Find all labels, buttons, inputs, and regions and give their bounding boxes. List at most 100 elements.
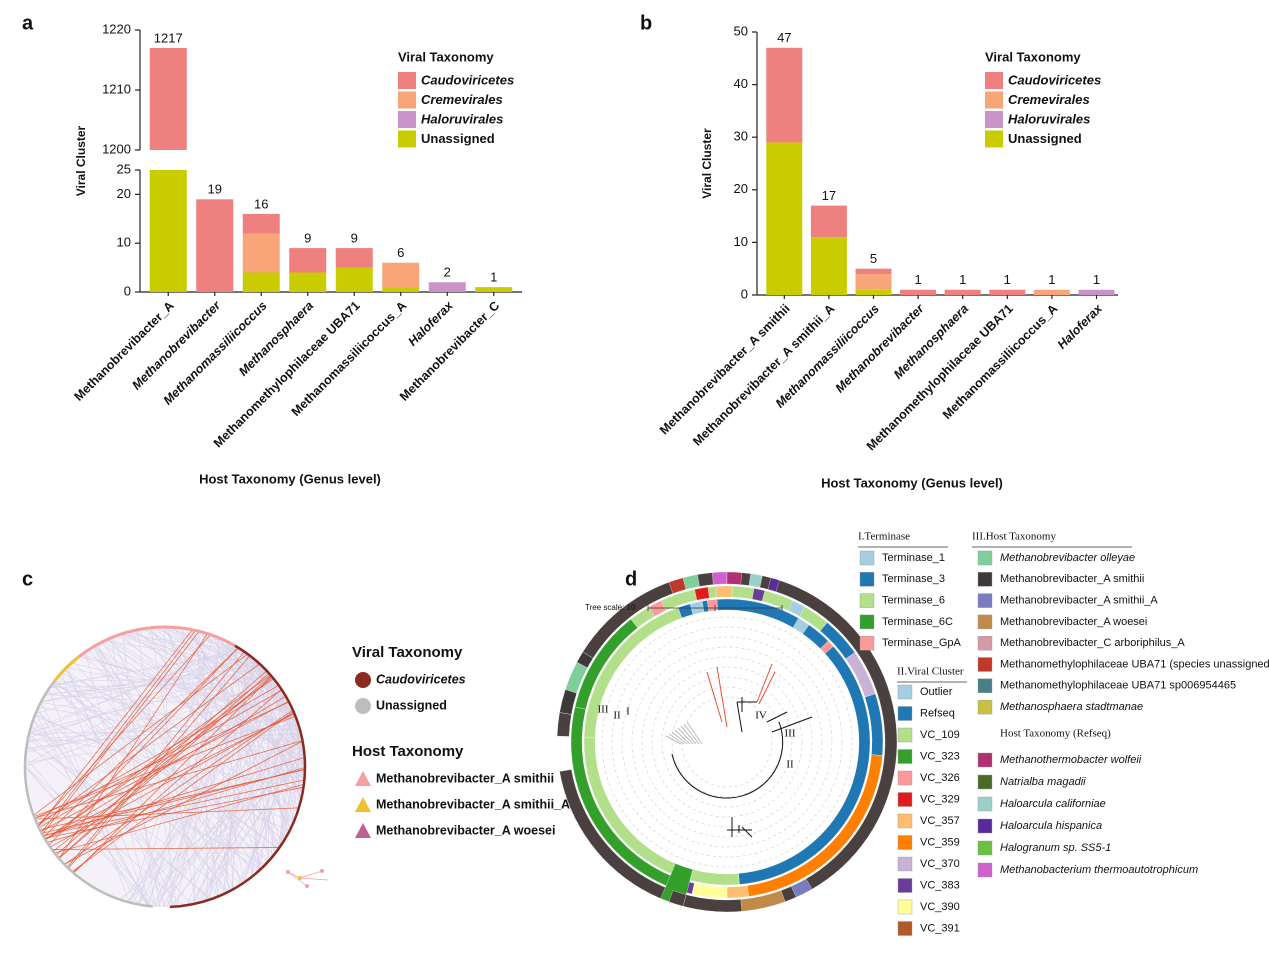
- ring-label: II: [613, 710, 621, 722]
- network-edge: [25, 757, 158, 908]
- legend-title: II.Viral Cluster: [897, 666, 964, 678]
- network-edge-highlight: [49, 712, 295, 848]
- tree-branch: [674, 729, 691, 745]
- legend-swatch: [977, 636, 993, 651]
- network-edge: [101, 641, 264, 868]
- network-edge-highlight: [54, 783, 305, 854]
- x-tick-label: Methanobrevibacter: [833, 301, 928, 396]
- y-tick-label: 30: [734, 129, 748, 144]
- legend-label: Haloruvirales: [421, 111, 503, 126]
- network-edge-highlight: [67, 651, 245, 868]
- legend-swatch: [977, 752, 993, 768]
- network-edge: [164, 626, 172, 907]
- network-edge: [127, 631, 305, 752]
- legend-swatch: [897, 921, 913, 936]
- network-edge: [236, 743, 304, 888]
- ring-segment: [726, 571, 742, 585]
- ring-segment: [689, 869, 740, 886]
- network-edge: [24, 766, 150, 907]
- legend-label: VC_359: [920, 836, 960, 848]
- network-edge: [35, 657, 253, 714]
- bar-segment: [766, 142, 803, 295]
- bar-segment: [149, 170, 187, 292]
- legend-label: VC_326: [920, 772, 960, 784]
- legend-label: VC_357: [920, 815, 960, 827]
- network-edge: [279, 718, 297, 848]
- legend-label: Outlier: [920, 686, 953, 698]
- x-axis-title: Host Taxonomy (Genus level): [199, 471, 381, 486]
- bar-segment: [1033, 289, 1070, 295]
- ring-arc: [169, 644, 307, 909]
- bar-segment: [335, 267, 373, 292]
- y-tick-label: 20: [117, 186, 131, 201]
- network-edge-highlight: [44, 695, 287, 840]
- legend-label: Methanothermobacter wolfeii: [1000, 754, 1142, 766]
- bar-segment: [810, 205, 847, 238]
- total-label: 47: [777, 30, 791, 45]
- legend-swatch: [985, 91, 1003, 109]
- legend-swatch: [897, 835, 913, 850]
- panel-letter: d: [625, 568, 637, 590]
- network-edge: [79, 655, 297, 720]
- legend-marker: [355, 771, 371, 786]
- ring-arc: [53, 655, 80, 682]
- guide-circle: [631, 646, 823, 838]
- network-edge: [137, 629, 177, 907]
- network-edge-highlight: [33, 715, 296, 817]
- ring-segment: [788, 600, 806, 617]
- legend-swatch: [859, 550, 875, 566]
- legend-title: Viral Taxonomy: [398, 49, 494, 64]
- network-edge: [54, 676, 273, 682]
- network-edge: [45, 676, 273, 695]
- bar-segment: [855, 273, 892, 290]
- network-edge: [169, 740, 303, 908]
- bar-segment: [1078, 289, 1115, 295]
- clade-label: III: [785, 728, 796, 740]
- network-edge: [93, 646, 233, 891]
- mini-edge: [287, 871, 308, 887]
- network-edge-highlight: [38, 689, 283, 828]
- network-edge-highlight: [51, 847, 280, 850]
- legend-label: Terminase_6C: [882, 616, 953, 628]
- bar-segment: [900, 289, 937, 295]
- ring-segment: [556, 712, 572, 737]
- network-edge-highlight: [44, 786, 304, 839]
- legend-label: VC_323: [920, 750, 960, 762]
- legend-swatch: [897, 684, 913, 700]
- legend-swatch: [897, 727, 913, 743]
- y-tick-label: 20: [734, 181, 748, 196]
- legend-swatch: [897, 813, 913, 829]
- total-label: 1: [1093, 272, 1100, 287]
- network-edge: [50, 650, 244, 687]
- ring-arc: [23, 680, 153, 908]
- legend-marker: [355, 823, 371, 838]
- ring-segment: [706, 599, 718, 612]
- network-edge: [24, 765, 153, 907]
- bar-segment: [855, 289, 892, 295]
- legend-label: Caudoviricetes: [421, 72, 514, 87]
- legend-swatch: [398, 91, 416, 109]
- tree-branch: [771, 716, 813, 733]
- ring-segment: [668, 890, 687, 907]
- network-edge-highlight: [42, 779, 305, 836]
- network-edge: [100, 642, 304, 790]
- total-label: 1: [914, 272, 921, 287]
- network-edge: [117, 635, 306, 765]
- legend-marker: [355, 698, 371, 714]
- ring-segment: [712, 571, 728, 585]
- network-panel: Viral Taxonomy Caudoviricetes Unassigned Ho…: [23, 625, 570, 909]
- network-edge-highlight: [45, 713, 295, 841]
- network-edge: [34, 715, 294, 823]
- network-edge: [281, 747, 304, 844]
- network-edge: [162, 626, 274, 679]
- legend-label: Unassigned: [376, 698, 447, 712]
- network-edge: [51, 684, 258, 873]
- legend-swatch: [897, 706, 913, 721]
- bar-segment: [149, 48, 187, 150]
- ring-segment: [691, 883, 728, 899]
- network-edge: [176, 637, 220, 907]
- network-edge: [244, 711, 294, 883]
- network-edge-highlight: [37, 663, 260, 827]
- legend-swatch: [985, 111, 1003, 128]
